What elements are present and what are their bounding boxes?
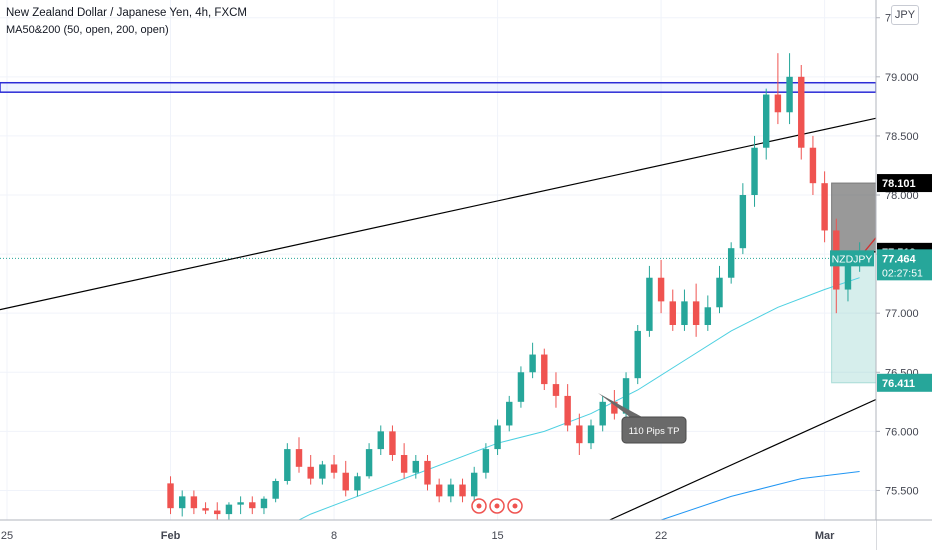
candle-body	[494, 425, 501, 450]
candle-body	[260, 498, 268, 509]
candle-body	[529, 354, 536, 373]
candle-body	[400, 455, 408, 473]
callout-text: 110 Pips TP	[629, 426, 680, 437]
candle-body	[704, 307, 712, 325]
candle-body	[202, 508, 209, 511]
event-icon-dot	[512, 503, 518, 509]
candle-body	[365, 449, 373, 477]
current-price-text: 77.464	[882, 253, 917, 265]
symbol-tag-text: NZDJPY	[832, 253, 873, 265]
time-axis-panel	[0, 520, 876, 550]
candle-body	[295, 449, 303, 467]
candle-body	[821, 183, 828, 231]
candle-body	[470, 472, 478, 497]
y-tick-label: 78.000	[885, 190, 919, 202]
candle-body	[506, 401, 513, 426]
chart-title: New Zealand Dollar / Japanese Yen, 4h, F…	[6, 7, 247, 19]
candle-body	[739, 195, 747, 249]
candle-body	[576, 425, 583, 444]
price-label-text: 78.101	[882, 178, 916, 190]
candle-body	[424, 460, 431, 485]
candle-body	[377, 431, 384, 450]
candle-body	[330, 464, 338, 473]
candle-body	[167, 483, 174, 509]
candle-body	[249, 502, 256, 509]
y-tick-label: 78.500	[885, 131, 919, 143]
candle-body	[727, 248, 735, 278]
x-tick-label: 8	[331, 530, 337, 542]
y-tick-label: 75.500	[885, 485, 919, 497]
candle-body	[634, 330, 641, 379]
channel-upper-line	[0, 105, 932, 311]
candle-body	[190, 496, 198, 509]
x-tick-label: Feb	[161, 530, 181, 542]
candle-body	[447, 484, 455, 497]
candle-body	[599, 401, 606, 426]
current-price-box	[877, 249, 932, 281]
indicator-legend: MA50&200 (50, open, 200, open)	[6, 24, 169, 36]
candle-body	[389, 431, 396, 455]
event-icon-dot	[494, 503, 500, 509]
y-tick-label: 77.000	[885, 308, 919, 320]
candle-body	[214, 510, 221, 515]
countdown-text: 02:27:51	[882, 267, 923, 279]
candle-body	[319, 464, 326, 479]
candle-body	[681, 301, 688, 325]
candle-body	[774, 94, 782, 113]
candle-body	[307, 466, 314, 479]
candle-body	[622, 378, 630, 414]
candle-body	[692, 301, 700, 325]
price-label-text: 76.411	[882, 378, 915, 390]
candle-body	[809, 147, 817, 184]
candle-body	[657, 277, 665, 302]
x-tick-label: Mar	[815, 530, 835, 542]
candle-body	[751, 147, 758, 195]
resistance-zone	[0, 81, 877, 93]
candle-body	[611, 401, 618, 414]
candle-body	[587, 425, 595, 444]
x-tick-label: 22	[655, 530, 667, 542]
candle-body	[225, 504, 233, 515]
candle-body	[669, 301, 676, 325]
price-label-box	[877, 174, 932, 193]
candle-body	[178, 496, 186, 509]
candle-body	[564, 395, 571, 426]
symbol-tag	[830, 250, 874, 267]
y-tick-label: 76.000	[885, 426, 919, 438]
candle-body	[541, 354, 548, 385]
callout-pointer	[598, 393, 642, 417]
candle-body	[646, 277, 653, 331]
currency-button[interactable]: JPY	[891, 5, 919, 25]
x-tick-label: 25	[1, 530, 13, 542]
candle-body	[459, 484, 466, 497]
candle-body	[272, 481, 279, 499]
candle-body	[762, 94, 770, 148]
candle-body	[798, 76, 805, 148]
ma50-line	[228, 277, 860, 555]
callout-box	[621, 416, 687, 444]
candle-body	[435, 484, 443, 497]
price-label-box	[877, 373, 932, 392]
candle-body	[284, 449, 291, 481]
candle-body	[237, 502, 244, 505]
event-icon-dot	[476, 503, 482, 509]
candle-body	[482, 449, 490, 473]
candle-body	[786, 76, 793, 113]
x-tick-label: 15	[491, 530, 503, 542]
candle-body	[412, 460, 420, 473]
candle-body	[517, 372, 525, 402]
channel-lower-line	[609, 373, 932, 521]
y-tick-label: 79.000	[885, 72, 919, 84]
candle-body	[844, 260, 852, 290]
candle-body	[342, 472, 349, 491]
candle-body	[716, 277, 723, 308]
candle-body	[354, 476, 361, 491]
candle-body	[552, 384, 560, 396]
